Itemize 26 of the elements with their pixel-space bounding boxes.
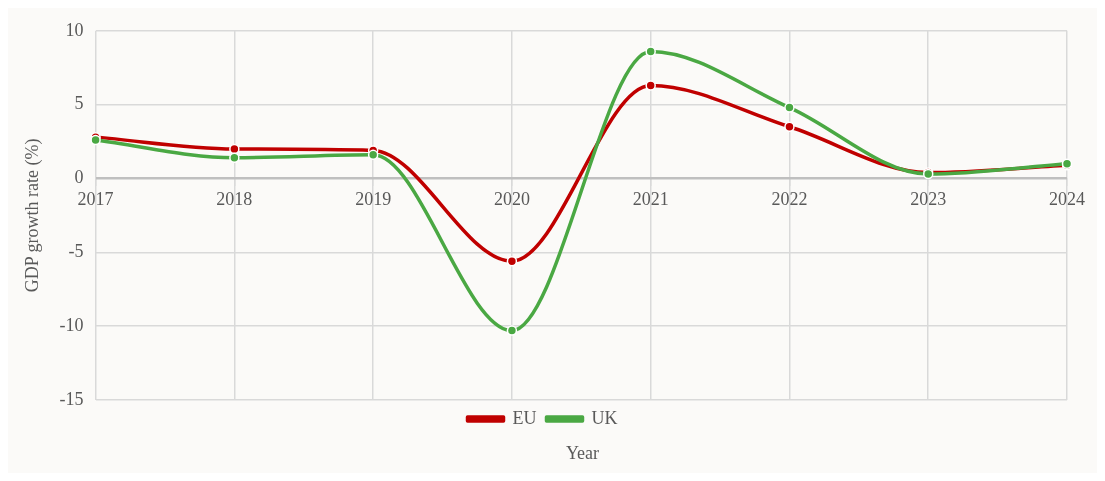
y-tick-label: -5: [68, 241, 84, 262]
point: [506, 325, 518, 336]
x-tick-label: 2021: [632, 189, 669, 210]
point: [367, 149, 379, 161]
y-tick-label: 10: [65, 19, 84, 40]
y-tick-label: 5: [74, 93, 84, 114]
x-tick-label: 2018: [216, 189, 253, 210]
x-tick-label: 2017: [77, 189, 114, 210]
point: [784, 102, 795, 113]
point: [645, 80, 656, 91]
y-tick-label: 0: [74, 167, 84, 188]
x-tick-label: 2022: [771, 189, 808, 210]
x-tick-label: 2019: [355, 189, 392, 210]
point: [645, 46, 656, 57]
legend-label: UK: [591, 407, 618, 428]
point: [229, 152, 240, 164]
x-tick-label: 2020: [493, 189, 530, 210]
legend-label: EU: [512, 407, 537, 428]
x-axis-title: Year: [564, 443, 601, 464]
y-tick-label: -15: [59, 388, 84, 409]
point: [506, 255, 518, 267]
y-tick-label: -10: [59, 314, 84, 335]
point: [784, 121, 795, 133]
x-tick-label: 2024: [1049, 189, 1085, 210]
y-axis-title: GDP growth rate (%): [21, 138, 43, 293]
x-tick-label: 2023: [910, 189, 947, 210]
